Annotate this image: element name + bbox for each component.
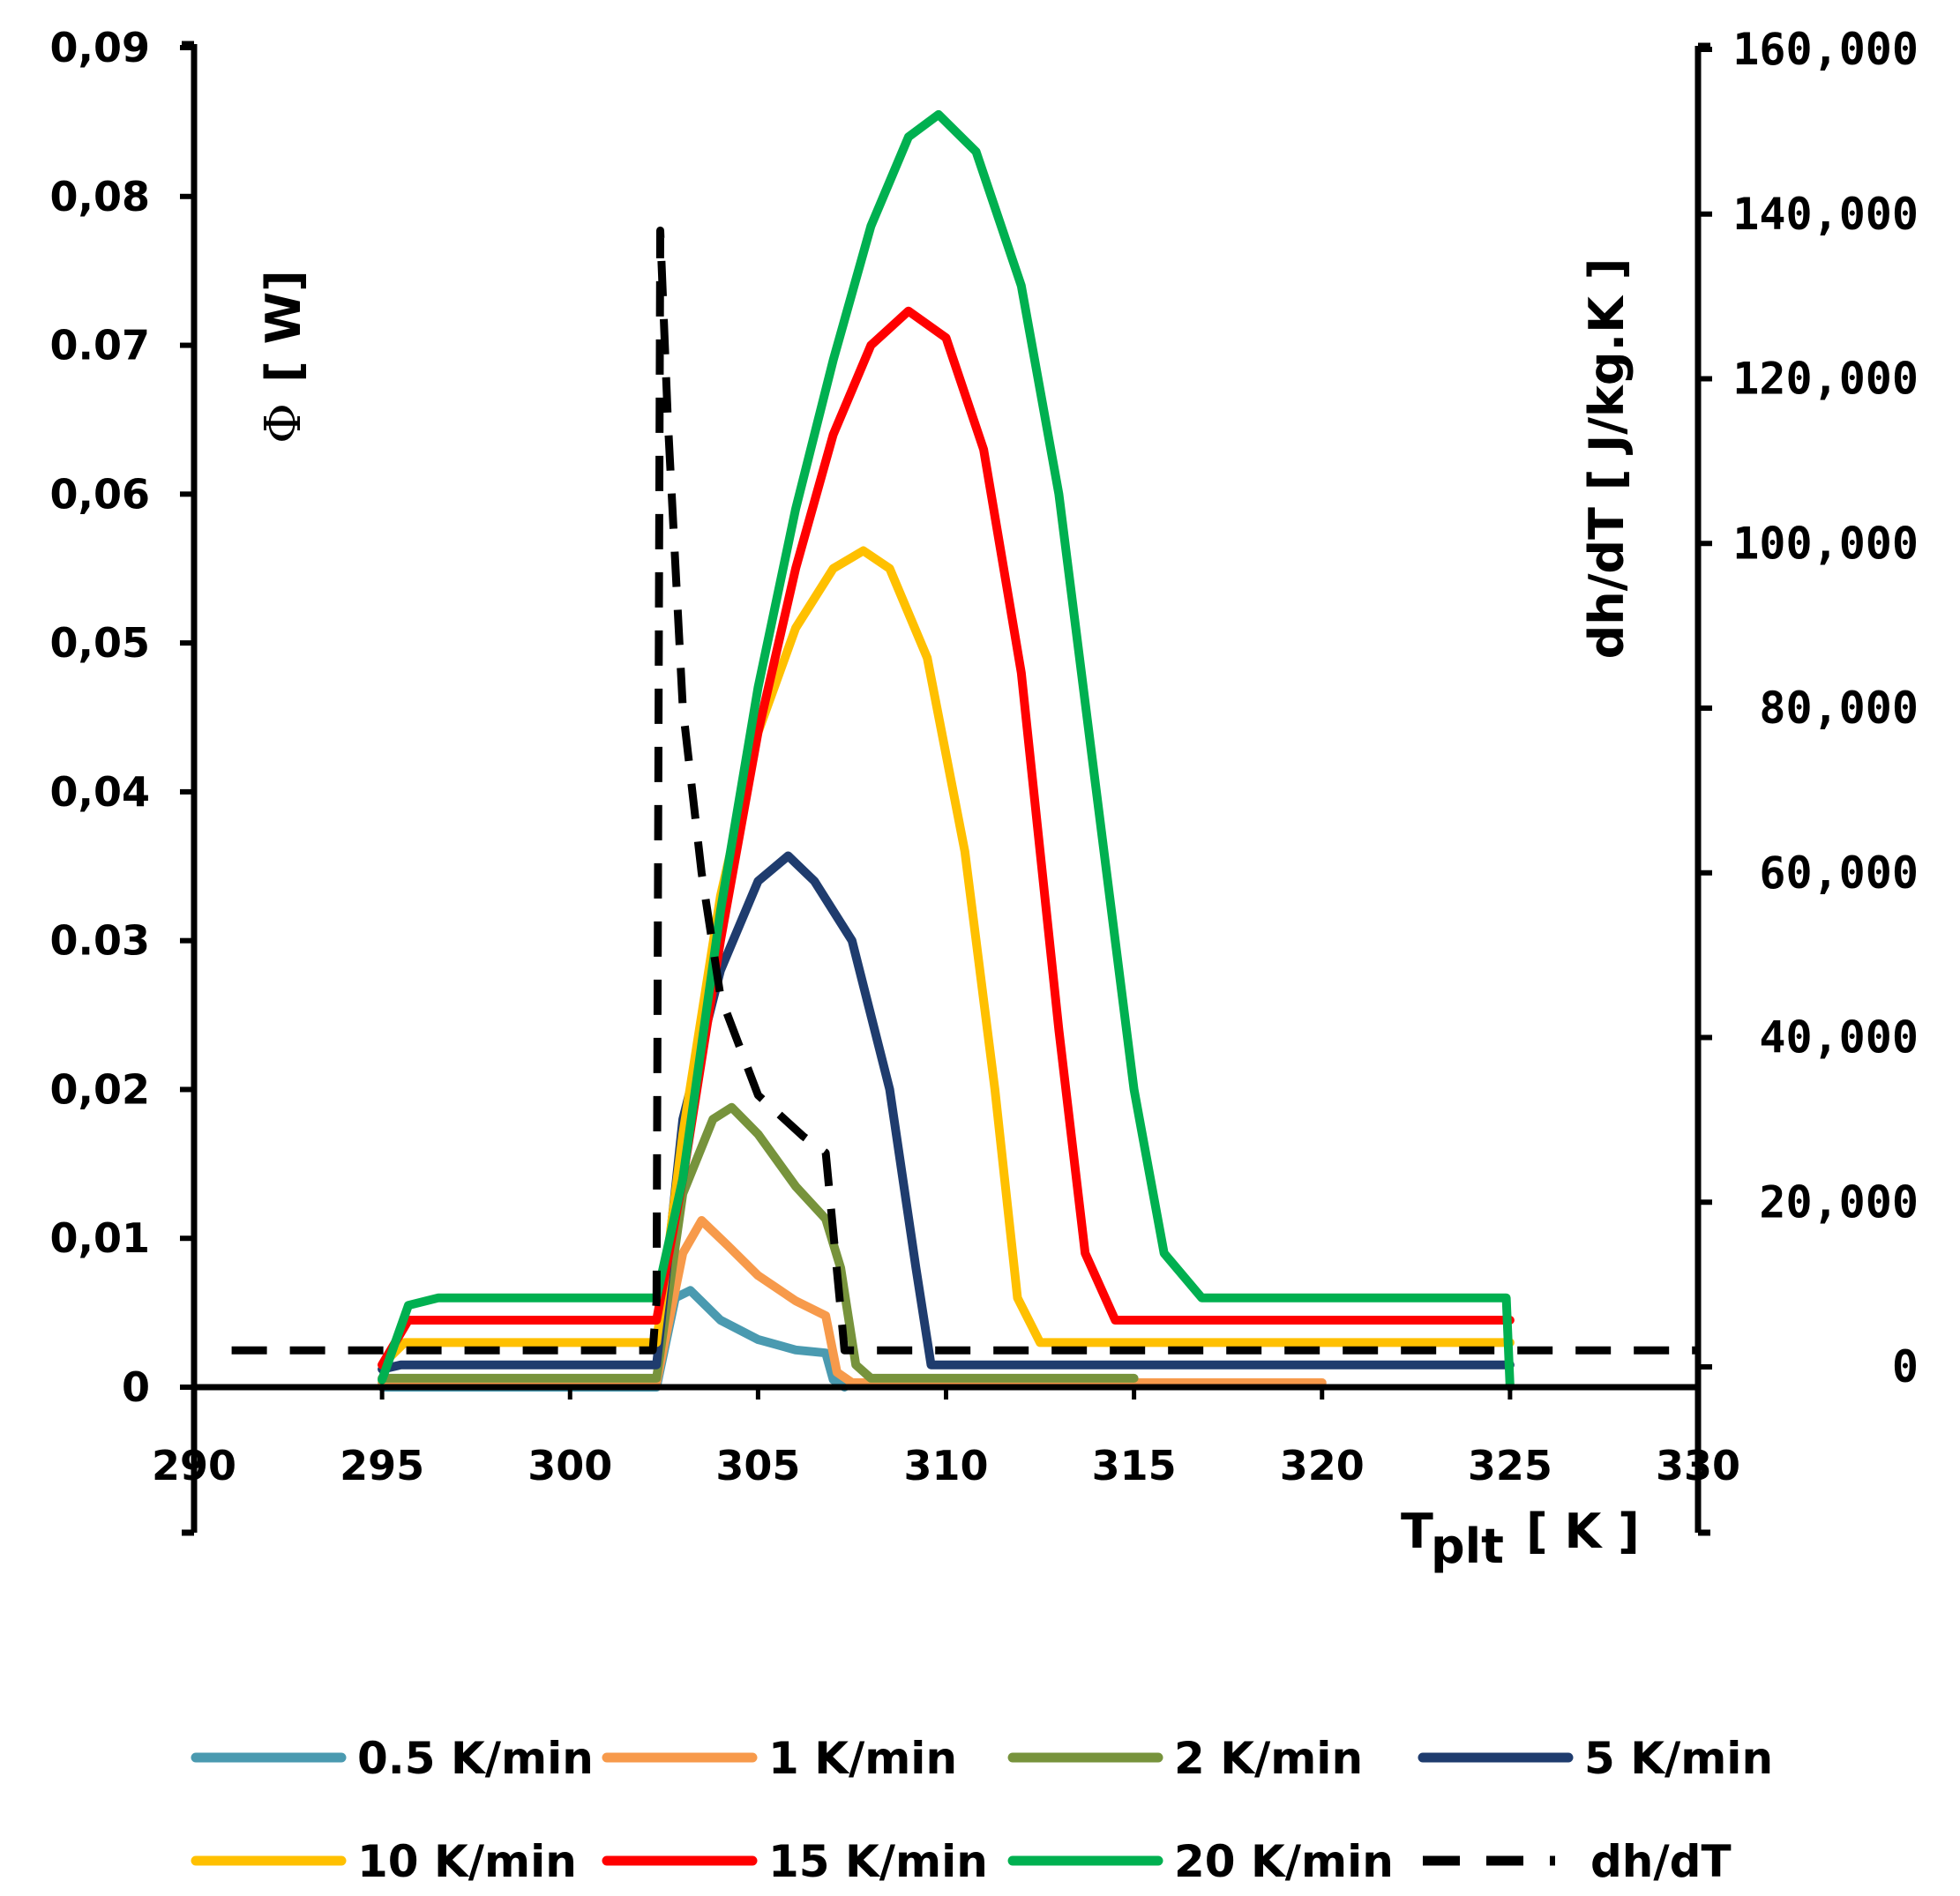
x-tick-label: 325 bbox=[1468, 1442, 1552, 1489]
series-line-10-k-min bbox=[378, 546, 1515, 1370]
y-left-tick-label: 0,05 bbox=[50, 619, 151, 667]
x-tick-label: 310 bbox=[903, 1442, 988, 1489]
x-tick-label: 300 bbox=[527, 1442, 612, 1489]
series-line-1-k-min bbox=[378, 1216, 1327, 1387]
x-tick-label: 290 bbox=[152, 1442, 236, 1489]
y-left-tick-label: 0,01 bbox=[50, 1214, 151, 1262]
tick-labels: 0 0,01 0,02 0.03 0,04 0,05 0,06 0.07 0,08 0,09 0 20… bbox=[50, 24, 1919, 1489]
x-tick-label: 305 bbox=[715, 1442, 800, 1489]
plot-lines bbox=[231, 109, 1698, 1392]
y-right-tick-label: 100,000 bbox=[1732, 518, 1919, 569]
y-axis-right-title: dh/dT [ J/kg.K ] bbox=[1579, 258, 1635, 660]
y-left-tick-label: 0 bbox=[122, 1363, 150, 1411]
axes bbox=[180, 41, 1712, 1536]
legend-label: 2 K/min bbox=[1174, 1733, 1363, 1784]
y-right-tick-label: 160,000 bbox=[1732, 24, 1919, 75]
y-axis-left-symbol: Φ bbox=[255, 403, 312, 444]
x-tick-label: 295 bbox=[340, 1442, 424, 1489]
y-left-tick-label: 0,06 bbox=[50, 470, 151, 518]
y-right-tick-label: 120,000 bbox=[1732, 354, 1919, 405]
y-right-tick-label: 20,000 bbox=[1759, 1176, 1919, 1228]
y-right-tick-label: 140,000 bbox=[1732, 189, 1919, 240]
series-line-15-k-min bbox=[378, 306, 1515, 1370]
legend: 0.5 K/min 1 K/min 2 K/min 5 K/min 10 K/min 15… bbox=[191, 1733, 1773, 1887]
x-tick-label: 320 bbox=[1280, 1442, 1365, 1489]
legend-label: 20 K/min bbox=[1174, 1836, 1394, 1887]
y-left-tick-label: 0.07 bbox=[50, 322, 151, 369]
y-left-tick-label: 0,04 bbox=[50, 768, 151, 816]
y-axis-left-unit: [ W] bbox=[256, 270, 311, 383]
y-right-tick-label: 40,000 bbox=[1759, 1012, 1919, 1064]
legend-label: 10 K/min bbox=[357, 1836, 577, 1887]
y-left-tick-label: 0.03 bbox=[50, 917, 151, 965]
series-line-dh-dt bbox=[231, 226, 1698, 1355]
legend-label: dh/dT bbox=[1590, 1836, 1732, 1887]
y-right-tick-label: 0 bbox=[1892, 1341, 1919, 1392]
x-axis-unit: [ K ] bbox=[1526, 1504, 1640, 1559]
x-tick-label: 315 bbox=[1092, 1442, 1177, 1489]
y-left-tick-label: 0,02 bbox=[50, 1065, 151, 1113]
legend-label: 1 K/min bbox=[768, 1733, 957, 1784]
legend-label: 5 K/min bbox=[1584, 1733, 1773, 1784]
y-right-tick-label: 60,000 bbox=[1759, 847, 1919, 899]
series-line-20-k-min bbox=[378, 109, 1515, 1392]
x-tick-label: 330 bbox=[1656, 1442, 1740, 1489]
x-axis-title-subscript: plt bbox=[1431, 1519, 1504, 1574]
x-axis-title: T bbox=[1401, 1504, 1433, 1559]
legend-label: 0.5 K/min bbox=[357, 1733, 594, 1784]
y-left-tick-label: 0,09 bbox=[50, 24, 151, 71]
y-left-tick-label: 0,08 bbox=[50, 173, 151, 220]
series-line-5-k-min bbox=[378, 851, 1515, 1374]
y-right-tick-label: 80,000 bbox=[1759, 683, 1919, 734]
legend-label: 15 K/min bbox=[768, 1836, 988, 1887]
